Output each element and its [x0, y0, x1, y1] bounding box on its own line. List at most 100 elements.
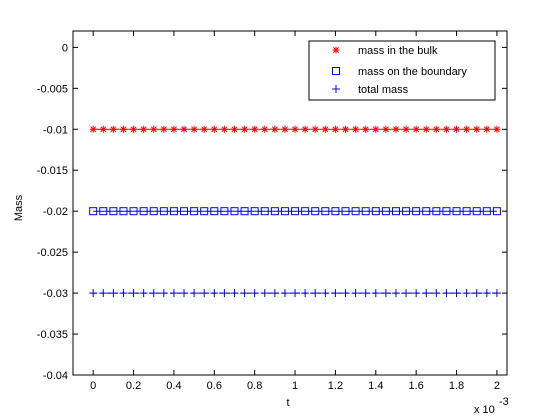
- y-tick-label: -0.01: [43, 124, 68, 136]
- data-point: [372, 125, 380, 133]
- data-point: [311, 289, 320, 298]
- x-tick-label: 2: [494, 380, 500, 392]
- y-tick-label: -0.035: [37, 329, 68, 341]
- x-tick-label: 0.4: [166, 380, 181, 392]
- data-point: [230, 289, 239, 298]
- y-tick-label: -0.02: [43, 206, 68, 218]
- data-point: [361, 207, 370, 216]
- data-point: [361, 289, 370, 298]
- x-tick-label: 1.4: [368, 380, 383, 392]
- legend-marker: [332, 46, 340, 54]
- data-point: [463, 125, 471, 133]
- x-tick-label: 0.6: [207, 380, 222, 392]
- data-point: [452, 207, 461, 216]
- y-tick-label: -0.025: [37, 247, 68, 259]
- data-point: [412, 125, 420, 133]
- data-point: [493, 125, 501, 133]
- data-point: [392, 125, 400, 133]
- data-point: [260, 289, 269, 298]
- data-point: [180, 125, 188, 133]
- data-point: [291, 289, 300, 298]
- y-tick-label: -0.03: [43, 288, 68, 300]
- data-point: [301, 207, 310, 216]
- data-point: [473, 125, 481, 133]
- x-tick-label: 1: [292, 380, 298, 392]
- data-point: [130, 125, 138, 133]
- data-point: [341, 207, 350, 216]
- data-point: [139, 207, 148, 216]
- data-point: [169, 207, 178, 216]
- data-point: [99, 289, 108, 298]
- data-point: [422, 125, 430, 133]
- data-point: [240, 289, 249, 298]
- data-point: [492, 207, 501, 216]
- data-point: [139, 289, 148, 298]
- x-tick-label: 1.8: [449, 380, 464, 392]
- data-point: [301, 125, 309, 133]
- data-point: [200, 207, 209, 216]
- data-point: [391, 289, 400, 298]
- data-point: [99, 207, 108, 216]
- data-point: [230, 125, 238, 133]
- data-point: [331, 289, 340, 298]
- data-point: [250, 289, 259, 298]
- data-point: [270, 207, 279, 216]
- data-point: [150, 125, 158, 133]
- x-axis-exponent-power: -3: [499, 396, 509, 408]
- data-point: [210, 207, 219, 216]
- y-tick-label: -0.015: [37, 165, 68, 177]
- data-point: [220, 289, 229, 298]
- x-tick-label: 1.6: [409, 380, 424, 392]
- data-point: [200, 289, 209, 298]
- data-point: [492, 289, 501, 298]
- data-point: [180, 289, 189, 298]
- legend-label-bulk: mass in the bulk: [358, 45, 438, 57]
- data-point: [472, 289, 481, 298]
- data-point: [321, 289, 330, 298]
- x-tick-label: 0.2: [126, 380, 141, 392]
- data-point: [109, 207, 118, 216]
- data-point: [462, 289, 471, 298]
- data-point: [352, 125, 360, 133]
- data-point: [190, 125, 198, 133]
- data-point: [402, 289, 411, 298]
- data-point: [89, 125, 97, 133]
- data-point: [432, 207, 441, 216]
- y-tick-label: -0.04: [43, 370, 68, 382]
- data-point: [280, 289, 289, 298]
- y-axis-label: Mass: [13, 194, 25, 221]
- data-point: [89, 289, 98, 298]
- data-point: [291, 125, 299, 133]
- legend-marker: [332, 67, 340, 75]
- data-point: [432, 289, 441, 298]
- data-point: [391, 207, 400, 216]
- data-point: [240, 207, 249, 216]
- data-point: [342, 125, 350, 133]
- data-point: [251, 125, 259, 133]
- data-point: [371, 289, 380, 298]
- data-point: [482, 207, 491, 216]
- data-point: [280, 207, 289, 216]
- data-point: [452, 289, 461, 298]
- data-point: [371, 207, 380, 216]
- data-point: [462, 207, 471, 216]
- data-point: [271, 125, 279, 133]
- y-tick-label: -0.005: [37, 83, 68, 95]
- data-point: [331, 207, 340, 216]
- data-point: [422, 207, 431, 216]
- legend: mass in the bulk mass on the boundary to…: [308, 40, 496, 101]
- data-point: [442, 289, 451, 298]
- data-point: [129, 207, 138, 216]
- data-point: [260, 207, 269, 216]
- data-point: [341, 289, 350, 298]
- data-point: [250, 207, 259, 216]
- data-point: [169, 289, 178, 298]
- data-point: [230, 207, 239, 216]
- data-point: [321, 207, 330, 216]
- x-axis-exponent: x 10: [474, 404, 495, 416]
- legend-label-boundary: mass on the boundary: [358, 66, 467, 78]
- data-point: [220, 207, 229, 216]
- data-point: [99, 125, 107, 133]
- data-point: [119, 125, 127, 133]
